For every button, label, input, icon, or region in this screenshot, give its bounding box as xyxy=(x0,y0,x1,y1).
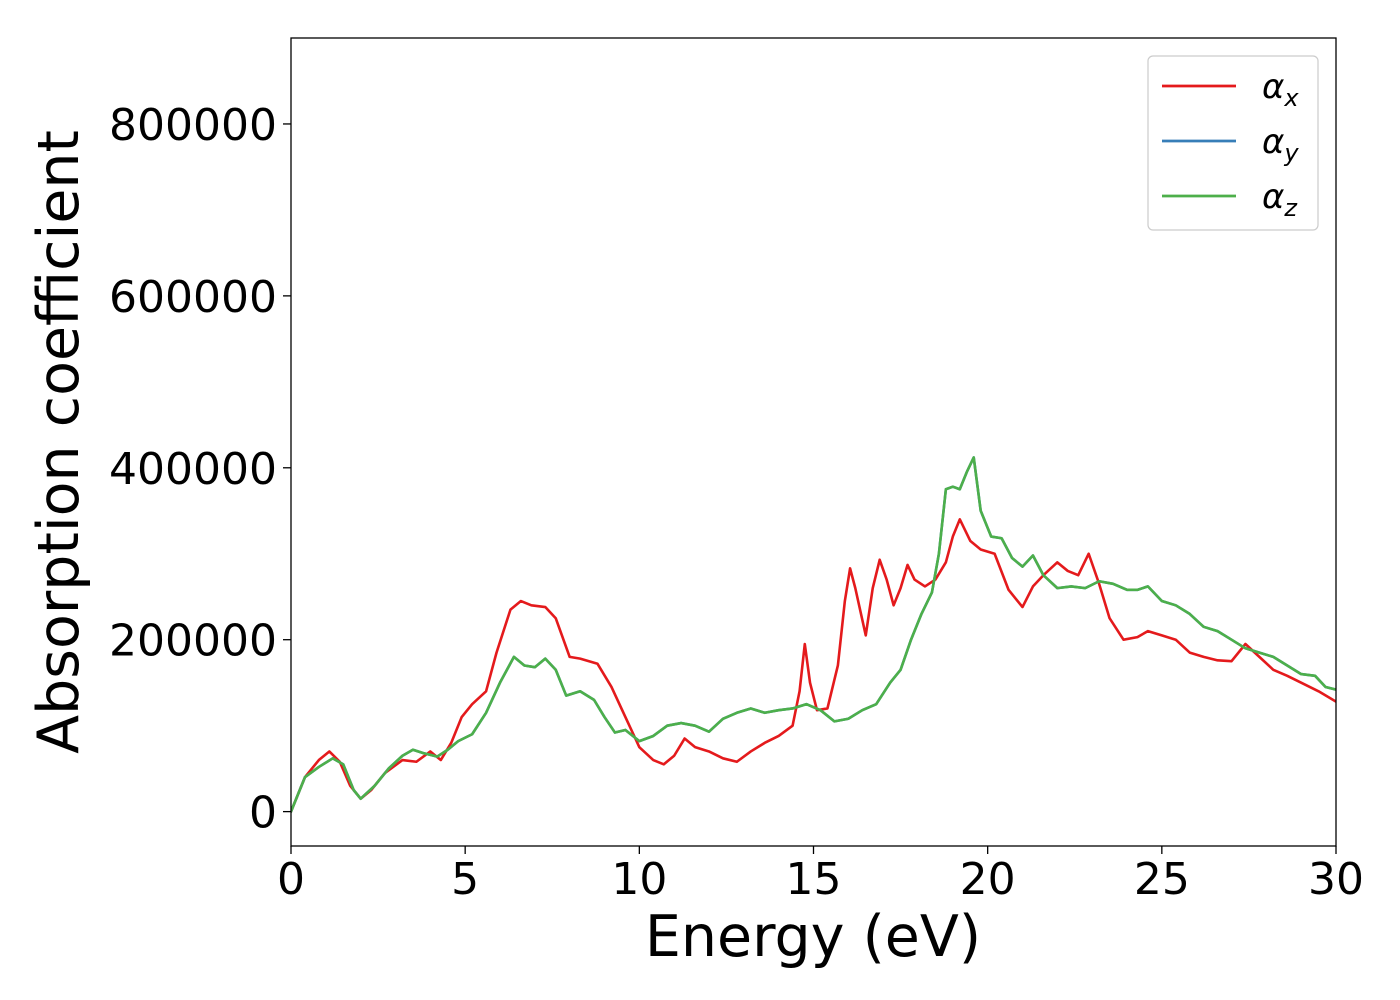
legend-subscript: x xyxy=(1283,84,1299,112)
x-tick-label: 20 xyxy=(960,854,1016,905)
x-tick-label: 15 xyxy=(786,854,842,905)
x-axis: 0 5 10 15 20 25 30 xyxy=(277,846,1364,905)
x-tick-label: 0 xyxy=(277,854,305,905)
x-tick-label: 10 xyxy=(611,854,667,905)
y-tick-label: 200000 xyxy=(109,616,277,667)
x-tick-label: 25 xyxy=(1134,854,1190,905)
legend-box xyxy=(1147,55,1319,231)
y-tick-label: 0 xyxy=(249,788,277,839)
series-line-alpha-z xyxy=(291,456,1336,813)
legend-label-alpha-z: αz xyxy=(1262,177,1298,222)
legend-subscript: y xyxy=(1283,139,1299,167)
legend-symbol: α xyxy=(1262,67,1284,107)
legend-symbol: α xyxy=(1262,122,1284,162)
legend-label-alpha-y: αy xyxy=(1262,122,1299,167)
x-tick-label: 30 xyxy=(1308,854,1364,905)
y-tick-label: 600000 xyxy=(109,272,277,323)
series-line-alpha-x xyxy=(291,518,1336,813)
series-layer xyxy=(291,456,1336,813)
legend-symbol: α xyxy=(1262,177,1284,217)
y-axis-label: Absorption coefficient xyxy=(26,130,92,754)
legend-subscript: z xyxy=(1283,194,1298,222)
legend-label-alpha-x: αx xyxy=(1262,67,1299,112)
x-axis-label: Energy (eV) xyxy=(645,904,981,970)
y-tick-label: 800000 xyxy=(109,100,277,151)
series-line-alpha-y xyxy=(291,456,1336,813)
x-tick-label: 5 xyxy=(451,854,479,905)
y-axis: 0 200000 400000 600000 800000 xyxy=(109,100,291,839)
y-tick-label: 400000 xyxy=(109,444,277,495)
